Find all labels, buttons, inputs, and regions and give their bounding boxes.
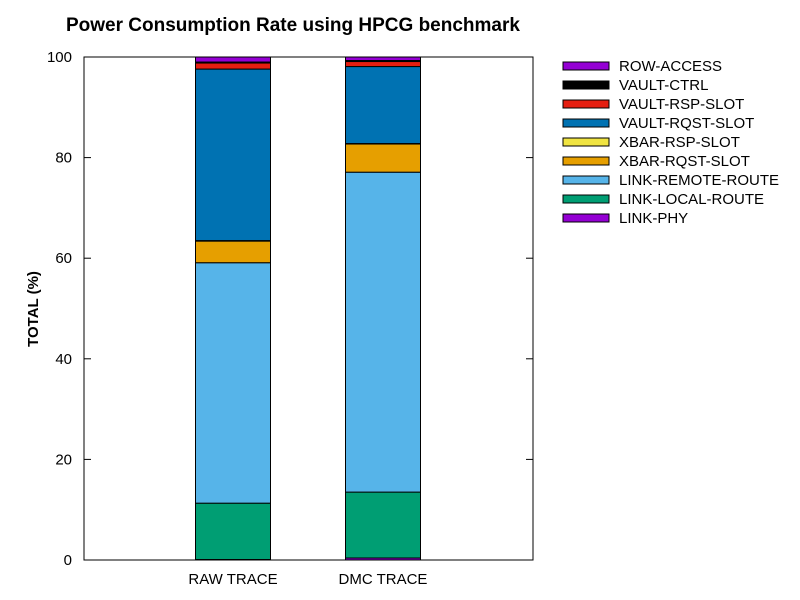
bar-segment (195, 56, 271, 63)
bar-segment (345, 66, 421, 145)
y-tick-label: 0 (64, 552, 72, 569)
bar-segment (345, 56, 421, 62)
legend-label: ROW-ACCESS (619, 58, 722, 75)
plot-frame (83, 56, 534, 561)
bars-group (195, 56, 421, 561)
y-axis: 0 20 40 60 80 100 (47, 49, 533, 569)
legend-label: VAULT-CTRL (619, 77, 708, 94)
y-tick-label: 20 (55, 451, 72, 468)
bar-segment (195, 68, 271, 242)
legend-swatch (562, 99, 610, 109)
legend-label: XBAR-RSP-SLOT (619, 134, 740, 151)
legend-label: XBAR-RQST-SLOT (619, 153, 750, 170)
legend-swatch (562, 80, 610, 90)
legend-swatch (562, 194, 610, 204)
chart-title: Power Consumption Rate using HPCG benchm… (66, 15, 520, 36)
bar-segment (195, 240, 271, 264)
y-tick-label: 40 (55, 351, 72, 368)
bar-segment (345, 491, 421, 559)
y-tick-label: 80 (55, 150, 72, 167)
legend-swatch (562, 118, 610, 128)
bar-segment (345, 143, 421, 173)
legend-swatch (562, 213, 610, 223)
x-tick-label: DMC TRACE (339, 571, 428, 588)
legend-label: VAULT-RQST-SLOT (619, 115, 754, 132)
legend-swatch (562, 61, 610, 71)
legend-label: LINK-PHY (619, 210, 688, 227)
legend-swatch (562, 156, 610, 166)
legend-label: LINK-LOCAL-ROUTE (619, 191, 764, 208)
legend-label: VAULT-RSP-SLOT (619, 96, 744, 113)
bar-segment (195, 502, 271, 560)
y-tick-label: 100 (47, 49, 72, 66)
y-tick-label: 60 (55, 250, 72, 267)
x-tick-label: RAW TRACE (188, 571, 277, 588)
x-axis: RAW TRACE DMC TRACE (188, 571, 427, 588)
bar-segment (345, 61, 421, 68)
bar-segment (195, 62, 271, 70)
legend-label: LINK-REMOTE-ROUTE (619, 172, 779, 189)
y-axis-label: TOTAL (%) (25, 271, 42, 347)
legend: ROW-ACCESS VAULT-CTRL VAULT-RSP-SLOT VAULT-… (562, 58, 779, 227)
legend-swatch (562, 137, 610, 147)
legend-swatch (562, 175, 610, 185)
bar-segment (195, 262, 271, 504)
bar-segment (345, 171, 421, 493)
